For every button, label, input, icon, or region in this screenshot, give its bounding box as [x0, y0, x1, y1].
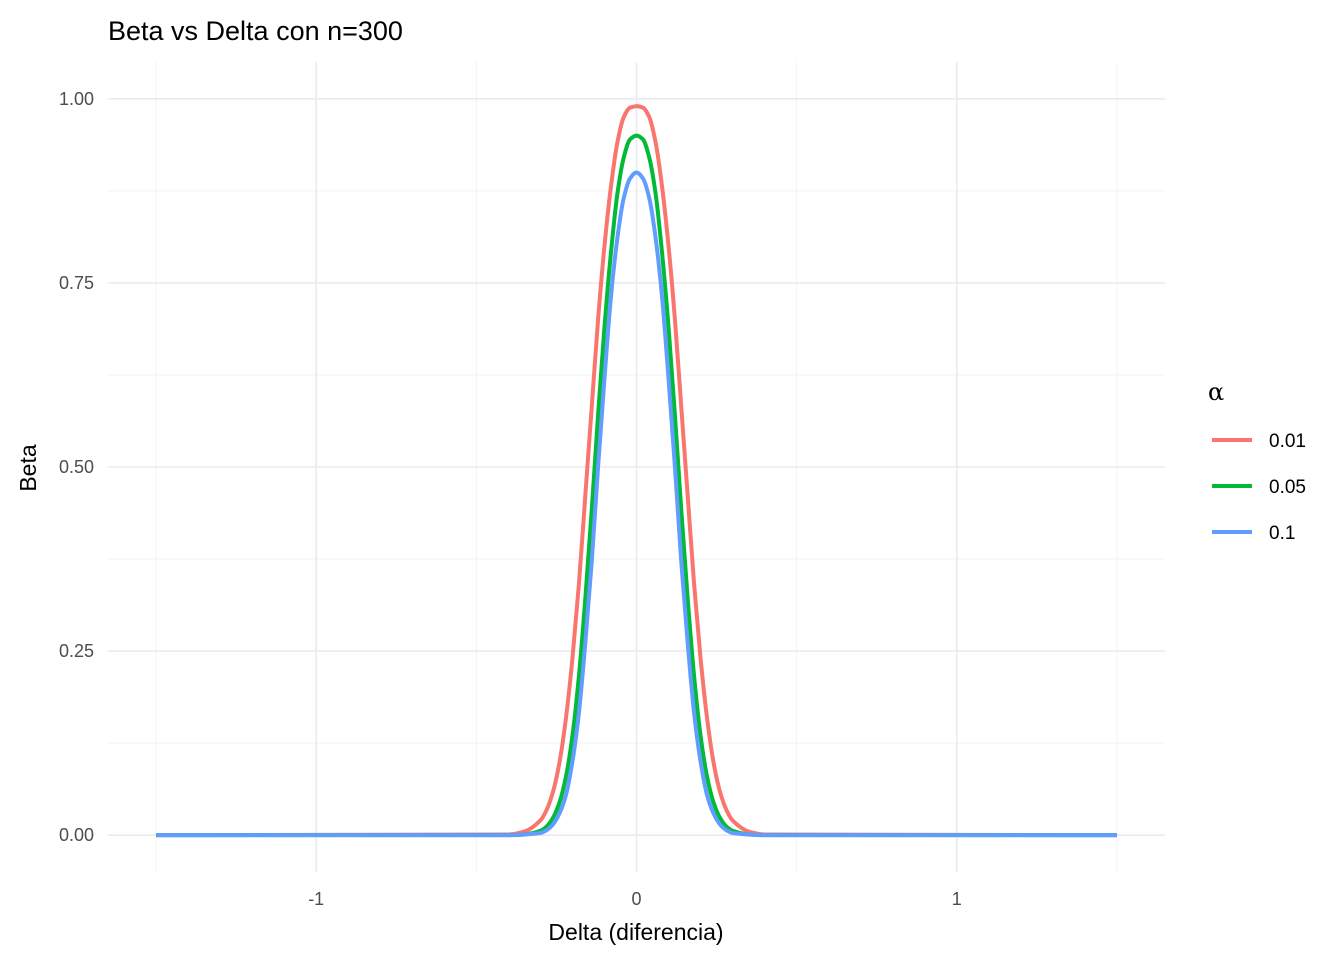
legend-label-0.1: 0.1 — [1269, 523, 1295, 544]
legend-title: α — [1208, 378, 1224, 406]
legend: α 0.01 0.05 0.1 — [1208, 378, 1306, 544]
y-tick-label: 1.00 — [59, 89, 94, 109]
y-tick-label: 0.75 — [59, 273, 94, 293]
x-tick-label: 0 — [631, 889, 641, 909]
y-tick-label: 0.25 — [59, 641, 94, 661]
legend-label-0.05: 0.05 — [1269, 477, 1306, 498]
y-tick-label: 0.00 — [59, 825, 94, 845]
x-tick-label: 1 — [952, 889, 962, 909]
series-line-0.05 — [156, 133, 1117, 838]
chart-title: Beta vs Delta con n=300 — [108, 16, 403, 46]
series-lines — [156, 104, 1117, 838]
y-axis-title: Beta — [15, 444, 41, 492]
x-axis-title: Delta (diferencia) — [548, 919, 723, 945]
x-axis-ticks: -1 0 1 — [308, 889, 962, 909]
legend-label-0.01: 0.01 — [1269, 431, 1306, 452]
series-line-0.1 — [156, 170, 1117, 838]
y-axis-ticks: 0.00 0.25 0.50 0.75 1.00 — [59, 89, 94, 845]
y-tick-label: 0.50 — [59, 457, 94, 477]
major-gridlines — [108, 62, 1165, 872]
x-tick-label: -1 — [308, 889, 324, 909]
series-line-0.01 — [156, 104, 1117, 838]
